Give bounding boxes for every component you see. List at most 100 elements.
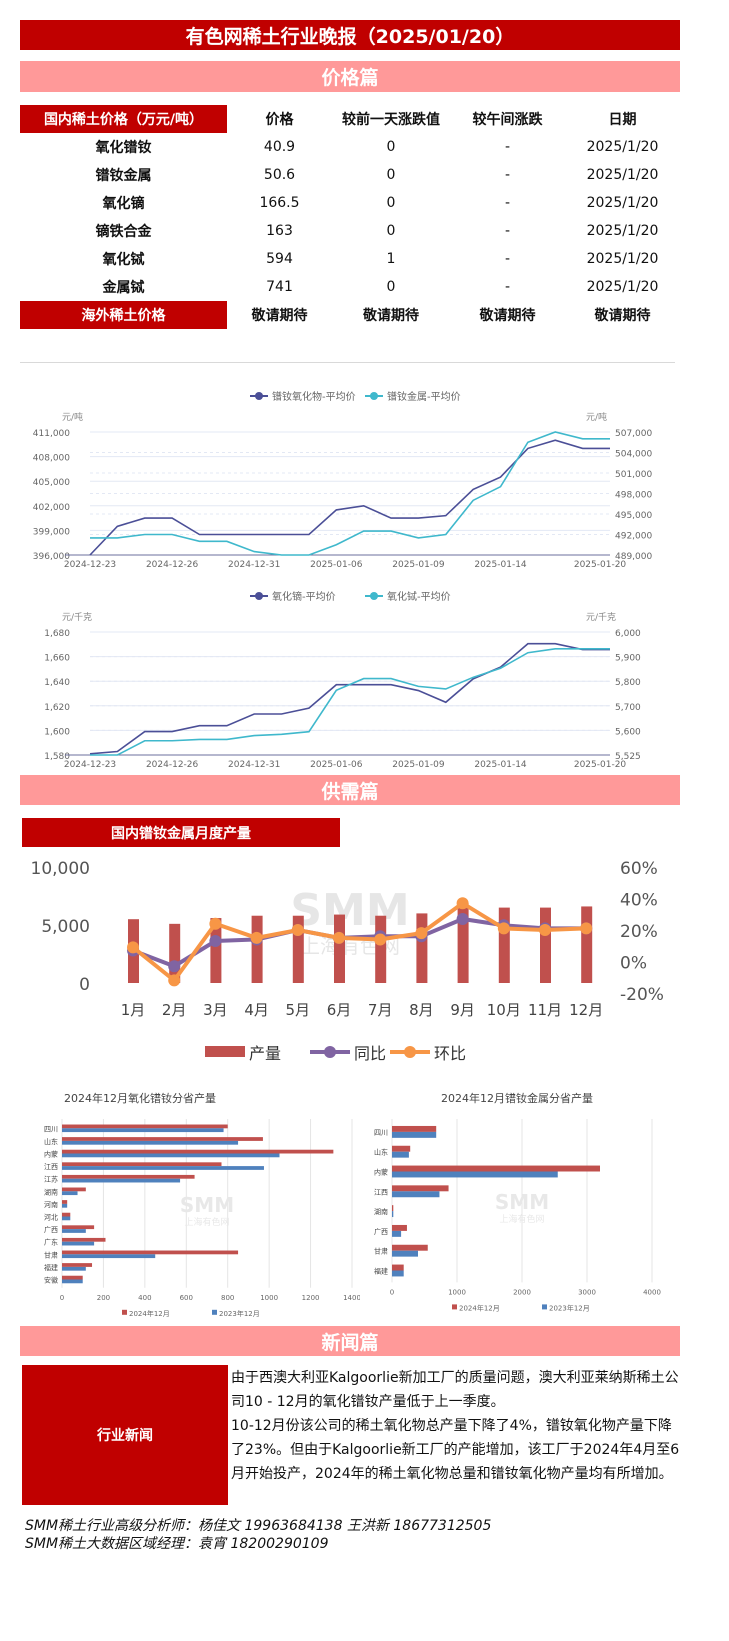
y-tick-label: 1,600 (44, 727, 70, 737)
legend-swatch (452, 1304, 457, 1310)
section-supply: 供需篇 (20, 775, 680, 805)
divider (20, 362, 675, 363)
bar-2024-12 (62, 1237, 106, 1242)
bar-output (375, 915, 387, 983)
data-point-环比 (415, 927, 428, 940)
category-label: 山东 (374, 1148, 388, 1157)
y2-tick-label: 504,000 (615, 450, 652, 460)
bar-2024-12 (392, 1125, 437, 1132)
bar-output (457, 902, 469, 983)
bar-2023-12 (392, 1230, 402, 1237)
bar-2023-12 (62, 1203, 68, 1208)
y2-tick-label: 489,000 (615, 552, 652, 562)
table-row: 氧化镝 166.5 0 - 2025/1/20 (20, 189, 680, 217)
data-point-环比 (168, 974, 181, 987)
y-tick-label: 0 (79, 975, 90, 995)
bar-2023-12 (62, 1140, 239, 1145)
x-tick-label: 11月 (528, 1001, 562, 1019)
bar-2024-12 (62, 1263, 93, 1267)
bar-2023-12 (392, 1171, 558, 1178)
bar-2024-12 (62, 1250, 239, 1255)
table-row: 镝铁合金 163 0 - 2025/1/20 (20, 217, 680, 245)
table-cell: 0 (386, 195, 396, 211)
category-label: 安徽 (44, 1276, 58, 1285)
y-axis-unit: 元/吨 (62, 411, 83, 423)
y-tick-label: 405,000 (33, 478, 70, 488)
x-tick-label: 200 (97, 1294, 110, 1302)
y-tick-label: 396,000 (33, 552, 70, 562)
watermark-sub: 上海有色网 (499, 1213, 544, 1225)
bar-2024-12 (62, 1275, 83, 1280)
y2-tick-label: 40% (620, 891, 658, 911)
table-row: 氧化镨钕 40.9 0 - 2025/1/20 (20, 133, 680, 161)
report-title: 有色网稀土行业晚报（2025/01/20） (20, 20, 680, 50)
category-label: 甘肃 (44, 1250, 58, 1259)
bar-2024-12 (62, 1187, 86, 1192)
x-tick-label: 3000 (578, 1288, 596, 1296)
bar-2023-12 (62, 1216, 71, 1221)
price-table: 国内稀土价格（万元/吨） 价格 较前一天涨跌值 较午间涨跌 日期 氧化镨钕 40.9 0 - 20… (20, 105, 680, 329)
category-label: 广西 (374, 1227, 388, 1236)
y2-tick-label: 20% (620, 922, 658, 942)
table-cell: - (504, 139, 511, 155)
series-line-镨钕氧化物-平均价 (89, 439, 610, 556)
bar-2023-12 (392, 1191, 440, 1198)
category-label: 内蒙 (44, 1150, 58, 1159)
category-label: 河南 (44, 1200, 58, 1209)
y-tick-label: 1,580 (44, 752, 70, 762)
bar-2024-12 (392, 1224, 407, 1231)
category-label: 湖南 (374, 1207, 388, 1216)
bar-2024-12 (392, 1185, 449, 1192)
y2-tick-label: -20% (620, 985, 664, 1005)
series-line-氧化铽-平均价 (90, 648, 610, 756)
y-tick-label: 408,000 (33, 454, 70, 464)
category-label: 广东 (44, 1238, 58, 1247)
bar-2023-12 (62, 1166, 264, 1170)
data-point-同比 (209, 935, 222, 948)
data-point-环比 (580, 922, 593, 935)
bar-2024-12 (392, 1205, 394, 1212)
table-cell: 镨钕金属 (95, 168, 152, 184)
table-cell: - (504, 223, 511, 239)
y2-tick-label: 5,525 (615, 752, 641, 762)
table-header-row: 国内稀土价格（万元/吨） 价格 较前一天涨跌值 较午间涨跌 日期 (20, 105, 680, 133)
x-tick-label: 4月 (244, 1001, 269, 1019)
table-cell: 2025/1/20 (586, 167, 659, 183)
data-point-同比 (168, 960, 181, 973)
table-row: 金属铽 741 0 - 2025/1/20 (20, 273, 680, 301)
bar-2024-12 (62, 1212, 71, 1217)
bar-2024-12 (62, 1137, 263, 1141)
table-cell: 163 (266, 223, 293, 239)
metal-province-chart: 2024年12月镨钕金属分省产量 0 1000 2000 3000 4000 SMM上海有色… (374, 1091, 661, 1312)
x-tick-label: 2024-12-31 (228, 560, 280, 570)
category-label: 甘肃 (374, 1247, 388, 1256)
legend-label: 镨钕氧化物-平均价 (272, 390, 356, 403)
data-point-同比 (456, 912, 469, 925)
table-cell: 0 (386, 279, 396, 295)
monthly-output-title: 国内镨钕金属月度产量 (22, 818, 340, 847)
legend-marker (255, 392, 263, 400)
category-label: 江苏 (44, 1175, 58, 1184)
bar-output (498, 907, 510, 983)
x-tick-label: 10月 (487, 1001, 521, 1019)
x-tick-label: 2025-01-14 (474, 760, 527, 770)
legend-swatch (542, 1304, 547, 1310)
table-cell: 氧化铽 (102, 252, 145, 268)
table-header: 较前一天涨跌值 (342, 112, 440, 128)
y2-tick-label: 507,000 (615, 429, 652, 439)
x-tick-label: 600 (180, 1294, 193, 1302)
table-cell: 594 (266, 251, 293, 267)
x-tick-label: 0 (60, 1294, 64, 1302)
category-label: 江西 (374, 1188, 388, 1196)
bar-output (292, 915, 304, 983)
legend-marker (324, 1046, 336, 1058)
bar-2023-12 (62, 1254, 156, 1259)
bar-2024-12 (392, 1165, 600, 1172)
series-line-氧化镝-平均价 (89, 642, 610, 755)
bar-2023-12 (62, 1178, 181, 1183)
data-point-环比 (333, 931, 345, 944)
category-label: 湖南 (44, 1187, 58, 1196)
table-cell: - (504, 279, 511, 295)
y2-tick-label: 60% (620, 859, 658, 879)
